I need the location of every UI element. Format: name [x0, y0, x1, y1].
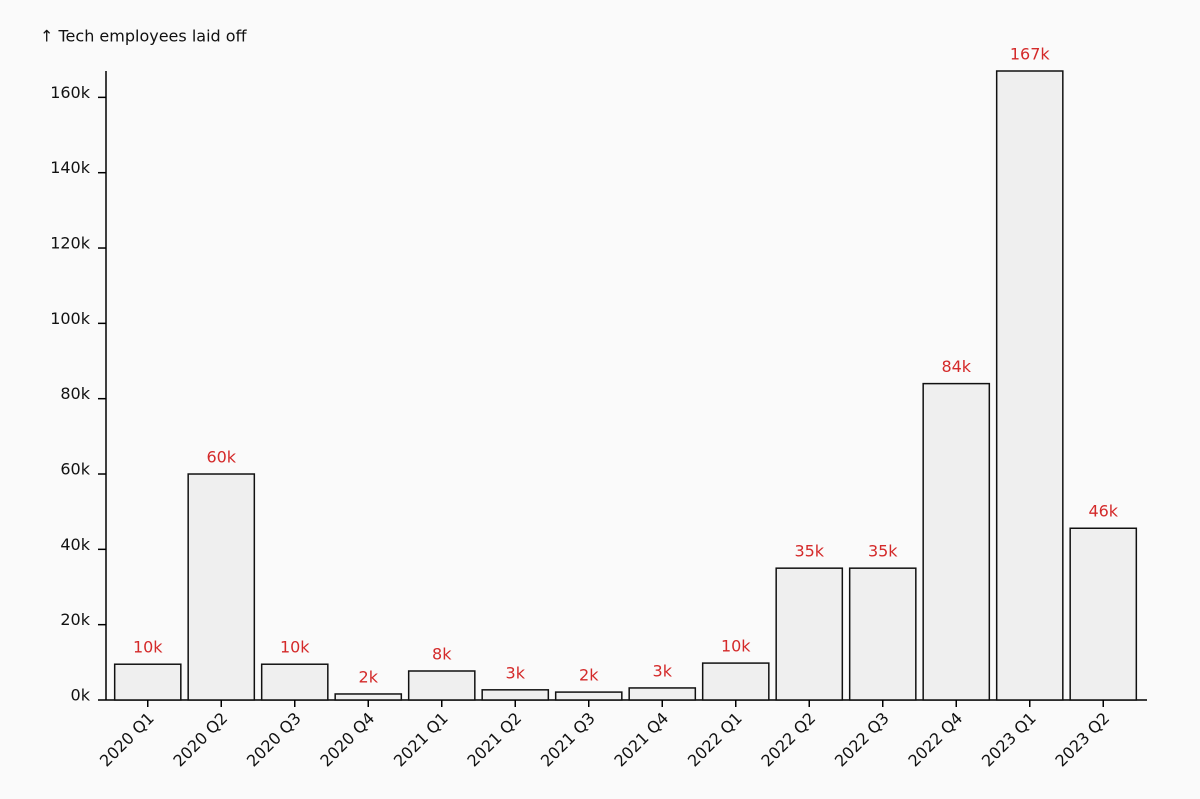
value-label: 35k	[794, 542, 824, 561]
bar	[922, 382, 991, 701]
y-tick-label: 120k	[50, 234, 91, 253]
y-tick-label: 140k	[50, 158, 91, 177]
x-tick-label: 2021 Q3	[537, 709, 599, 771]
bar	[407, 670, 476, 701]
bar	[334, 693, 403, 701]
value-label: 2k	[579, 666, 599, 685]
value-label: 84k	[941, 357, 971, 376]
value-label: 3k	[653, 661, 673, 680]
x-tick-label: 2020 Q2	[169, 709, 231, 771]
x-tick-label: 2023 Q1	[978, 709, 1040, 771]
x-tick-label: 2022 Q1	[684, 709, 746, 771]
x-tick-label: 2021 Q2	[463, 709, 525, 771]
y-tick-label: 60k	[60, 460, 90, 479]
x-tick-label: 2023 Q2	[1051, 709, 1113, 771]
bar	[848, 567, 917, 701]
bar	[187, 473, 256, 701]
value-label: 10k	[721, 637, 751, 656]
value-label: 10k	[280, 638, 310, 657]
x-tick-label: 2022 Q2	[757, 709, 819, 771]
bar	[113, 663, 182, 701]
y-tick-label: 80k	[60, 384, 90, 403]
bar	[995, 70, 1064, 701]
value-label: 8k	[432, 644, 452, 663]
value-label: 10k	[133, 638, 163, 657]
x-tick-label: 2020 Q3	[243, 709, 305, 771]
bar	[1069, 527, 1138, 701]
value-label: 167k	[1010, 45, 1051, 64]
y-tick-label: 0k	[71, 686, 91, 705]
y-tick-label: 160k	[50, 83, 91, 102]
y-tick-label: 20k	[60, 610, 90, 629]
x-tick-label: 2021 Q1	[390, 709, 452, 771]
x-tick-label: 2021 Q4	[610, 709, 672, 771]
bar	[481, 689, 550, 701]
x-tick-label: 2020 Q1	[96, 709, 158, 771]
x-tick-label: 2022 Q3	[831, 709, 893, 771]
value-label: 46k	[1088, 502, 1118, 521]
y-tick-label: 100k	[50, 309, 91, 328]
chart-title: ↑ Tech employees laid off	[40, 27, 248, 46]
value-label: 35k	[868, 542, 898, 561]
bar	[775, 567, 844, 701]
y-tick-label: 40k	[60, 535, 90, 554]
x-tick-label: 2022 Q4	[904, 709, 966, 771]
value-label: 3k	[506, 663, 526, 682]
bar	[260, 663, 329, 701]
bar	[628, 687, 697, 701]
bar	[554, 691, 623, 701]
bar	[701, 662, 770, 701]
value-label: 2k	[359, 667, 379, 686]
x-tick-label: 2020 Q4	[316, 709, 378, 771]
value-label: 60k	[206, 448, 236, 467]
